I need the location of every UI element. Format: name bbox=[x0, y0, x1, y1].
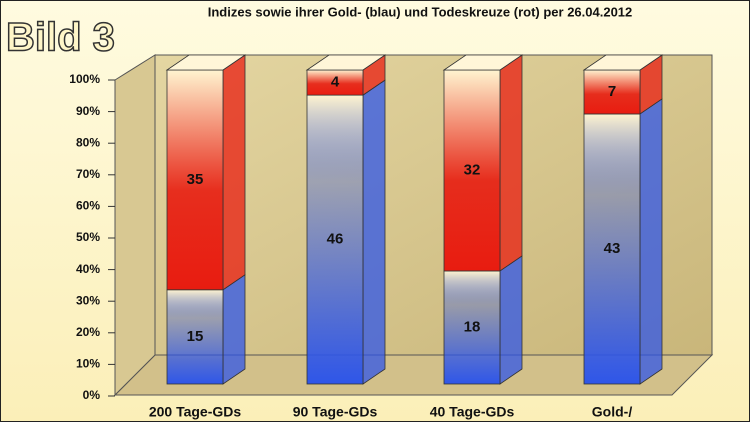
bar bbox=[306, 69, 364, 96]
bar-side bbox=[222, 54, 246, 291]
y-tick-label: 70% bbox=[76, 167, 100, 181]
data-label: 7 bbox=[608, 83, 616, 100]
y-tick-label: 0% bbox=[83, 388, 101, 402]
x-tick-label: 90 Tage-GDs bbox=[293, 404, 378, 420]
bar-top bbox=[442, 54, 524, 71]
data-label: 15 bbox=[187, 328, 204, 345]
y-tick-label: 80% bbox=[76, 135, 100, 149]
data-label: 4 bbox=[331, 74, 340, 91]
x-tick-label: 200 Tage-GDs bbox=[149, 404, 242, 420]
y-tick-label: 20% bbox=[76, 325, 100, 339]
y-tick-label: 60% bbox=[76, 199, 100, 213]
data-label: 18 bbox=[464, 318, 481, 335]
data-label: 46 bbox=[327, 231, 344, 248]
bar-side bbox=[639, 98, 663, 385]
data-label: 43 bbox=[604, 240, 621, 257]
bar-side bbox=[362, 79, 386, 385]
bars: 15 35 200 Tage-GDs 46 4 90 Tage-GDs 18 32 40 Tag… bbox=[149, 54, 664, 420]
overlay-label: Bild 3 bbox=[6, 16, 115, 60]
bar-side bbox=[499, 54, 523, 272]
y-tick-label: 40% bbox=[76, 262, 100, 276]
bar-side bbox=[222, 274, 246, 385]
y-tick-label: 100% bbox=[69, 72, 100, 86]
y-tick-label: 30% bbox=[76, 293, 100, 307]
bar-top bbox=[305, 54, 387, 71]
chart-title: Indizes sowie ihrer Gold- (blau) und Tod… bbox=[208, 4, 633, 19]
bar bbox=[583, 69, 641, 115]
y-axis: 0% 10% 20% 30% 40% 50% 60% 70% 80% 90% 100% bbox=[69, 72, 115, 402]
bar-top bbox=[582, 54, 664, 71]
bar-top bbox=[165, 54, 247, 71]
y-tick-label: 50% bbox=[76, 230, 100, 244]
data-label: 35 bbox=[187, 171, 204, 188]
bar bbox=[583, 113, 641, 385]
bar-side bbox=[499, 255, 523, 385]
bar bbox=[166, 289, 224, 385]
side-wall bbox=[114, 54, 156, 397]
x-tick-label: 40 Tage-GDs bbox=[430, 404, 515, 420]
bar bbox=[443, 270, 501, 385]
x-tick-label: Gold-/ bbox=[592, 404, 633, 420]
y-tick-label: 90% bbox=[76, 104, 100, 118]
y-tick-label: 10% bbox=[76, 357, 100, 371]
bar bbox=[443, 69, 501, 272]
data-label: 32 bbox=[464, 161, 481, 178]
bar bbox=[306, 94, 364, 385]
bar bbox=[166, 69, 224, 291]
